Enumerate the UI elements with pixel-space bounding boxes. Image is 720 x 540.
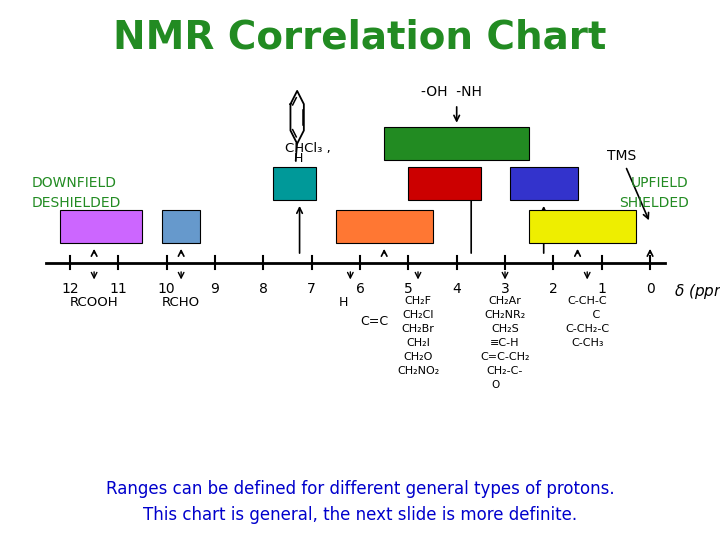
Text: CH₂-C-: CH₂-C-	[487, 366, 523, 376]
Text: 3: 3	[500, 282, 510, 296]
Text: C-CH₃: C-CH₃	[571, 338, 603, 348]
Text: C-CH₂-C: C-CH₂-C	[565, 323, 609, 334]
Text: 0: 0	[646, 282, 654, 296]
Text: Ranges can be defined for different general types of protons.
This chart is gene: Ranges can be defined for different gene…	[106, 480, 614, 524]
Text: ≡C-H: ≡C-H	[490, 338, 520, 348]
Text: CH₂Cl: CH₂Cl	[402, 309, 433, 320]
Text: CHCl₃ ,: CHCl₃ ,	[285, 142, 331, 155]
Text: 4: 4	[452, 282, 461, 296]
Text: C=C: C=C	[360, 315, 388, 328]
Text: CH₂Ar: CH₂Ar	[489, 295, 521, 306]
Bar	[162, 210, 200, 242]
Text: DOWNFIELD
DESHIELDED: DOWNFIELD DESHIELDED	[31, 177, 121, 210]
Bar	[384, 127, 529, 160]
Text: CH₂F: CH₂F	[405, 295, 431, 306]
Text: CH₂Br: CH₂Br	[402, 323, 434, 334]
Text: 9: 9	[210, 282, 220, 296]
Text: 5: 5	[404, 282, 413, 296]
Text: 6: 6	[356, 282, 364, 296]
Text: UPFIELD
SHIELDED: UPFIELD SHIELDED	[619, 177, 689, 210]
Text: C=C-CH₂: C=C-CH₂	[480, 352, 530, 362]
Text: 1: 1	[598, 282, 606, 296]
Text: 2: 2	[549, 282, 558, 296]
Text: H: H	[293, 152, 302, 165]
Text: -OH  -NH: -OH -NH	[421, 85, 482, 99]
Text: 12: 12	[61, 282, 78, 296]
Text: 7: 7	[307, 282, 316, 296]
Text: 11: 11	[109, 282, 127, 296]
Text: CH₂NO₂: CH₂NO₂	[397, 366, 439, 376]
Text: RCOOH: RCOOH	[70, 295, 118, 308]
Text: CH₂I: CH₂I	[406, 338, 430, 348]
Bar	[60, 210, 143, 242]
Text: O: O	[491, 380, 500, 390]
Text: H: H	[338, 295, 348, 308]
Bar	[408, 167, 481, 200]
Text: CH₂NR₂: CH₂NR₂	[485, 309, 526, 320]
Bar	[529, 210, 636, 242]
Text: 8: 8	[259, 282, 268, 296]
Text: $\delta$ (ppm): $\delta$ (ppm)	[674, 282, 720, 301]
Text: CH₂O: CH₂O	[403, 352, 433, 362]
Text: TMS: TMS	[606, 149, 649, 219]
Text: C: C	[575, 309, 600, 320]
Bar	[273, 167, 317, 200]
Text: 10: 10	[158, 282, 176, 296]
Text: CH₂S: CH₂S	[491, 323, 519, 334]
Text: NMR Correlation Chart: NMR Correlation Chart	[113, 19, 607, 57]
Bar	[510, 167, 577, 200]
Text: RCHO: RCHO	[162, 295, 200, 308]
Bar	[336, 210, 433, 242]
Text: C-CH-C: C-CH-C	[567, 295, 607, 306]
